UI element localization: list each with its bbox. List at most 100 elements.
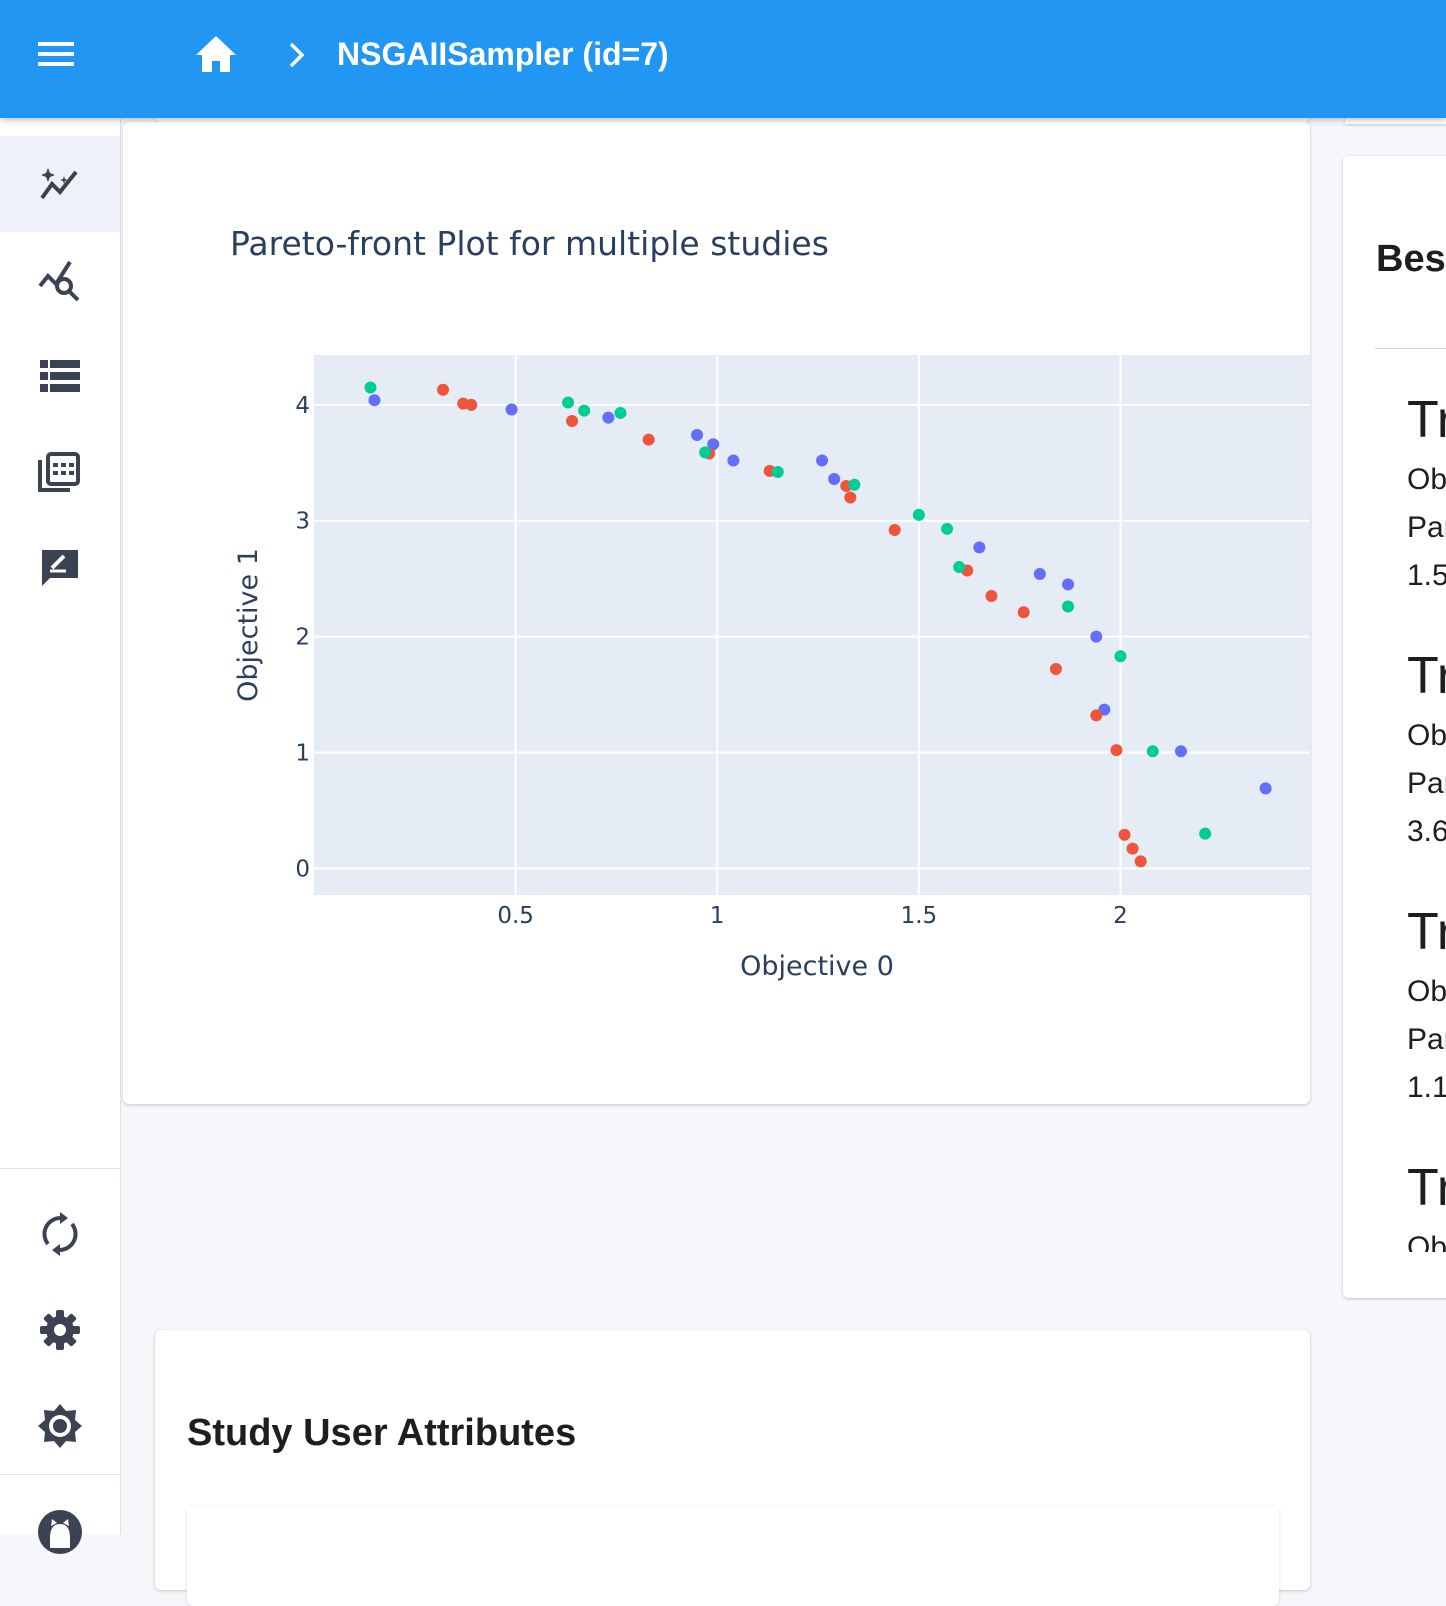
sidebar-item-reload[interactable] [0, 1186, 120, 1282]
best-trial-item[interactable]: Trial Objective Values Params 3.6 [1407, 648, 1446, 856]
data-point[interactable] [1114, 650, 1127, 663]
x-tick-label: 1 [710, 903, 725, 929]
chart-title: Pareto-front Plot for multiple studies [230, 224, 829, 263]
data-point[interactable] [1033, 568, 1046, 581]
data-point[interactable] [1259, 782, 1272, 795]
trial-objective-label: Objective Values [1407, 719, 1446, 752]
trial-param-value: 3.6 [1407, 815, 1446, 848]
data-point[interactable] [912, 508, 925, 521]
data-point[interactable] [614, 406, 627, 419]
data-point[interactable] [985, 590, 998, 603]
data-point[interactable] [1017, 606, 1030, 619]
settings-icon [40, 1310, 80, 1350]
y-tick-label: 4 [295, 393, 310, 419]
data-point[interactable] [465, 398, 478, 411]
sidebar-item-github[interactable] [0, 1484, 120, 1580]
trial-heading: Trial [1407, 647, 1446, 705]
sidebar-item-graph[interactable] [0, 136, 120, 232]
data-point[interactable] [566, 415, 579, 428]
data-point[interactable] [437, 383, 450, 396]
trial-params-label: Params [1407, 511, 1446, 544]
data-point[interactable] [888, 523, 901, 536]
menu-icon[interactable] [30, 34, 82, 74]
data-point[interactable] [1146, 745, 1159, 758]
data-point[interactable] [848, 478, 861, 491]
app-bar: NSGAIISampler (id=7) [0, 0, 1446, 118]
trial-objective-label: Objective Values [1407, 975, 1446, 1008]
table-view-icon [38, 452, 80, 492]
trial-param-value: 1.5 [1407, 559, 1446, 592]
data-point[interactable] [844, 491, 857, 504]
data-point[interactable] [973, 541, 986, 554]
data-point[interactable] [707, 438, 720, 451]
sync-icon [42, 1212, 78, 1256]
sidebar-divider-bottom [0, 1474, 120, 1475]
data-point[interactable] [505, 403, 518, 416]
data-point[interactable] [771, 466, 784, 479]
y-axis-label: Objective 1 [233, 548, 264, 702]
data-point[interactable] [1134, 855, 1147, 868]
best-trials-scroll-mask [1343, 1252, 1446, 1298]
data-point[interactable] [562, 396, 575, 409]
data-point[interactable] [691, 428, 704, 441]
data-point[interactable] [364, 381, 377, 394]
y-tick-label: 1 [295, 740, 310, 766]
tick-labels: 0.5 1 1.5 2 0 1 2 3 4 [295, 393, 1127, 929]
pareto-front-chart[interactable]: Pareto-front Plot for multiple studies 0… [123, 122, 1310, 1104]
brightness-icon [38, 1404, 82, 1448]
data-point[interactable] [1090, 709, 1103, 722]
sidebar [0, 118, 121, 1554]
data-point[interactable] [1062, 578, 1075, 591]
data-point[interactable] [953, 561, 966, 574]
data-point[interactable] [1090, 630, 1103, 643]
study-user-attributes-title: Study User Attributes [187, 1412, 577, 1454]
best-trial-item[interactable]: Trial Objective Values Params 1.5 [1407, 392, 1446, 600]
data-point[interactable] [1049, 663, 1062, 676]
sidebar-item-trials-table[interactable] [0, 424, 120, 520]
home-icon[interactable] [190, 30, 242, 82]
data-point[interactable] [1118, 828, 1131, 841]
grid-lines [314, 355, 1310, 895]
x-axis-label: Objective 0 [740, 951, 894, 982]
data-point[interactable] [602, 411, 615, 424]
data-point[interactable] [941, 522, 954, 535]
x-tick-label: 2 [1113, 903, 1128, 929]
sidebar-divider [0, 1168, 120, 1169]
study-user-attributes-card: Study User Attributes [155, 1330, 1310, 1606]
view-list-icon [40, 360, 80, 392]
data-points[interactable] [364, 381, 1272, 868]
chevron-right-icon [282, 38, 312, 72]
data-point[interactable] [727, 454, 740, 467]
trial-params-label: Params [1407, 1023, 1446, 1056]
best-trial-item[interactable]: Trial Objective Values Params 1.1 [1407, 904, 1446, 1112]
best-trials-title: Best Trials [1376, 238, 1446, 280]
data-point[interactable] [828, 472, 841, 485]
plot-area[interactable] [314, 355, 1310, 895]
data-point[interactable] [1126, 842, 1139, 855]
user-attributes-table [187, 1506, 1279, 1606]
sidebar-item-analytics[interactable] [0, 232, 120, 328]
data-point[interactable] [578, 404, 591, 417]
y-tick-label: 2 [295, 625, 310, 651]
best-trial-item[interactable]: Trial Objective Values [1407, 1160, 1446, 1272]
data-point[interactable] [1174, 745, 1187, 758]
data-point[interactable] [1199, 827, 1212, 840]
data-point[interactable] [699, 446, 712, 459]
data-point[interactable] [368, 394, 381, 407]
data-point[interactable] [1062, 600, 1075, 613]
sidebar-item-trials-list[interactable] [0, 328, 120, 424]
study-title: NSGAIISampler (id=7) [337, 36, 669, 72]
data-point[interactable] [1110, 744, 1123, 757]
trial-heading: Trial [1407, 903, 1446, 961]
data-point[interactable] [816, 454, 829, 467]
sidebar-item-theme[interactable] [0, 1378, 120, 1474]
auto-graph-icon [40, 168, 78, 200]
trial-params-label: Params [1407, 767, 1446, 800]
x-tick-label: 1.5 [901, 903, 938, 929]
y-tick-label: 3 [295, 509, 310, 535]
data-point[interactable] [642, 433, 655, 446]
trial-heading: Trial [1407, 1159, 1446, 1217]
sidebar-item-settings[interactable] [0, 1282, 120, 1378]
query-stats-icon [38, 260, 80, 302]
sidebar-item-notes[interactable] [0, 520, 120, 616]
